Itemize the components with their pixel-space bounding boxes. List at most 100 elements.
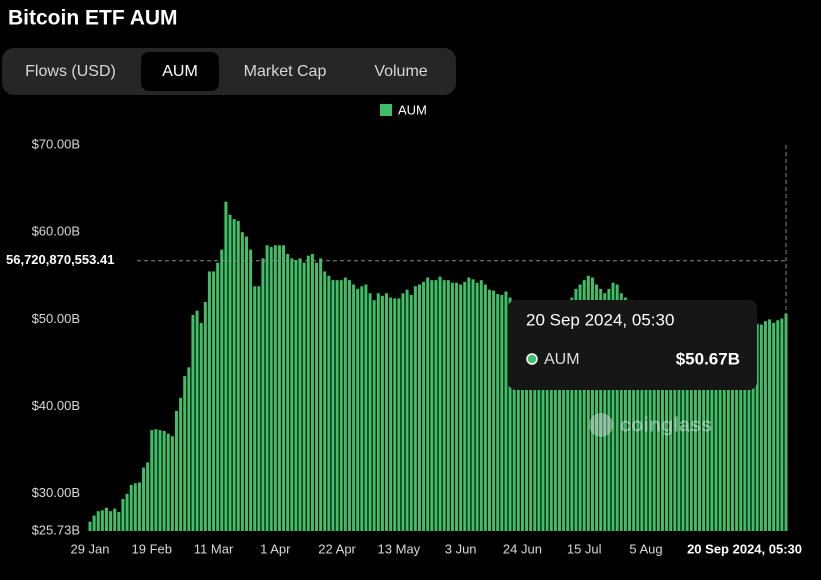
x-tick-label: 15 Jul <box>567 541 602 556</box>
tab-bar <box>2 48 456 95</box>
bar <box>228 214 232 531</box>
bar <box>755 323 759 531</box>
y-tick-label: $30.00B <box>32 485 80 500</box>
watermark: coinglass <box>589 413 712 437</box>
bar <box>685 310 689 531</box>
x-tick-label: 1 Apr <box>260 541 291 556</box>
bar <box>100 510 104 531</box>
tab[interactable]: AUM <box>162 63 198 80</box>
bar <box>450 282 454 531</box>
bar <box>125 493 129 531</box>
bar <box>203 301 207 531</box>
x-tick-label: 24 Jun <box>503 541 542 556</box>
bar <box>669 319 673 531</box>
bar <box>183 376 187 531</box>
bar <box>590 277 594 531</box>
bar <box>323 271 327 531</box>
bar <box>557 312 561 531</box>
bar <box>191 315 195 531</box>
bar <box>693 308 697 531</box>
bar <box>179 397 183 531</box>
bar <box>566 310 570 531</box>
bar <box>220 249 224 531</box>
tooltip-title: 20 Sep 2024, 05:30 <box>526 310 674 329</box>
bar <box>286 253 290 531</box>
bar <box>401 293 405 531</box>
bar <box>681 315 685 531</box>
bar <box>529 310 533 531</box>
bar <box>483 284 487 531</box>
bar <box>216 262 220 531</box>
bar <box>405 289 409 531</box>
bar <box>290 258 294 531</box>
bar <box>599 288 603 531</box>
bar <box>306 255 310 531</box>
bar <box>611 282 615 531</box>
bar <box>660 329 664 531</box>
tab[interactable]: Volume <box>374 63 427 80</box>
bar <box>496 294 500 531</box>
bar <box>776 320 780 531</box>
tab[interactable]: Market Cap <box>244 63 327 80</box>
bar <box>240 232 244 531</box>
crosshair-x-label: 20 Sep 2024, 05:30 <box>687 541 802 556</box>
bar <box>142 467 146 531</box>
tooltip-value: $50.67B <box>676 349 740 368</box>
bar <box>207 271 211 531</box>
tab[interactable]: Flows (USD) <box>25 63 116 80</box>
bar <box>772 322 776 531</box>
legend-label: AUM <box>398 102 427 117</box>
bar <box>574 288 578 531</box>
x-tick-label: 3 Jun <box>445 541 477 556</box>
bar <box>780 318 784 531</box>
bar <box>430 280 434 531</box>
tooltip-dot <box>526 353 538 365</box>
bar <box>722 345 726 531</box>
bar <box>121 499 125 531</box>
bar <box>615 284 619 531</box>
bar <box>533 315 537 531</box>
bar <box>244 236 248 532</box>
bar <box>463 281 467 531</box>
bar <box>759 324 763 531</box>
bar <box>763 321 767 531</box>
bar <box>455 282 459 531</box>
bar <box>607 288 611 531</box>
bar <box>628 306 632 531</box>
tooltip: 20 Sep 2024, 05:30 AUM $50.67B <box>508 300 757 390</box>
bar <box>294 260 298 531</box>
bar <box>174 410 178 531</box>
bar <box>525 312 529 531</box>
bar <box>623 297 627 531</box>
bar <box>784 313 788 531</box>
bar <box>438 276 442 531</box>
bar <box>302 262 306 531</box>
bar <box>364 284 368 531</box>
watermark-logo <box>589 413 613 437</box>
bar <box>109 511 113 531</box>
bar <box>475 282 479 531</box>
bar <box>249 249 253 531</box>
bar <box>212 271 216 531</box>
bar <box>310 253 314 531</box>
crosshair-x-label-bg <box>674 539 804 561</box>
x-tick-label: 29 Jan <box>70 541 109 556</box>
bar <box>92 515 96 531</box>
bar <box>549 303 553 531</box>
y-tick-label: $25.73B <box>32 522 80 537</box>
bar <box>166 433 170 531</box>
bar <box>331 280 335 531</box>
bar <box>257 286 261 531</box>
bar <box>632 315 636 531</box>
bar <box>137 482 141 531</box>
bar <box>88 521 92 531</box>
bar <box>487 289 491 531</box>
y-tick-label: $60.00B <box>32 224 80 239</box>
bar <box>702 315 706 531</box>
bar <box>253 286 257 531</box>
page-title: Bitcoin ETF AUM <box>8 7 178 30</box>
bar <box>673 315 677 531</box>
bar <box>459 284 463 531</box>
bar <box>187 367 191 531</box>
